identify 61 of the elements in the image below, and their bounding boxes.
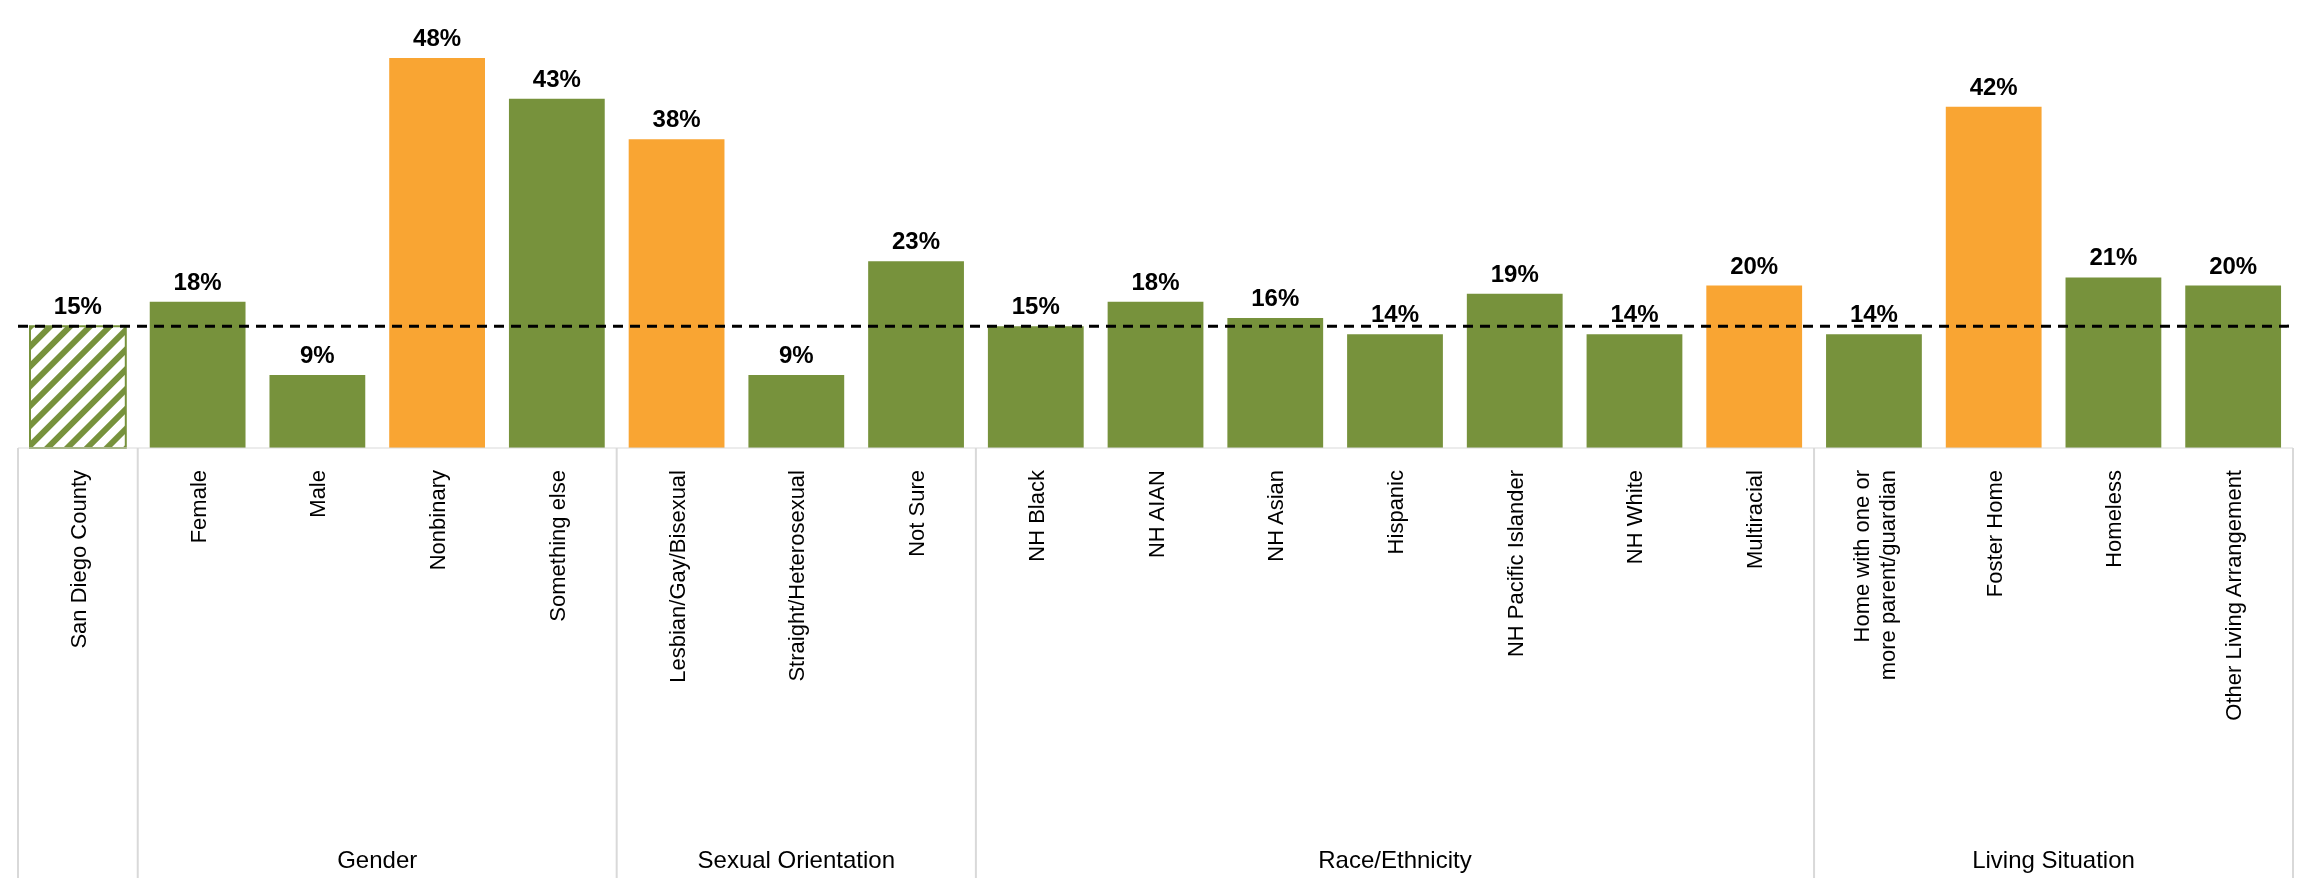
bar	[2065, 277, 2162, 448]
data-label: 21%	[2089, 243, 2138, 271]
bar	[987, 326, 1084, 448]
bar	[1107, 301, 1204, 448]
bar	[1706, 285, 1803, 448]
bar	[1945, 106, 2042, 448]
data-label: 23%	[892, 227, 941, 255]
bar	[1586, 334, 1683, 448]
x-tick-label: NH AIAN	[1143, 470, 1169, 559]
bar	[149, 301, 246, 448]
bar	[868, 261, 964, 448]
data-label: 9%	[778, 340, 814, 368]
data-label: 38%	[652, 105, 701, 133]
x-tick-label: Female	[185, 470, 211, 544]
data-label: 15%	[1011, 292, 1060, 320]
x-tick-label: Something else	[544, 470, 570, 622]
x-tick-label: Not Sure	[904, 470, 930, 557]
x-tick-label: NH Pacific Islander	[1502, 470, 1528, 658]
x-tick-label: NH White	[1622, 470, 1648, 565]
data-label: 19%	[1490, 259, 1539, 287]
text: Gender	[337, 846, 418, 873]
data-label: 14%	[1370, 300, 1420, 328]
text: Sexual Orientation	[697, 846, 896, 873]
x-tick-label: Multiracial	[1742, 470, 1768, 570]
data-label: 20%	[2209, 251, 2258, 279]
x-tick-label: Male	[305, 470, 331, 518]
bar	[389, 58, 485, 448]
data-label: 20%	[1730, 251, 1779, 279]
x-tick-label: Straight/Heterosexual	[784, 470, 810, 682]
data-label: 15%	[53, 292, 102, 320]
bar	[2185, 285, 2282, 448]
bar	[1466, 293, 1563, 448]
data-label: 18%	[1131, 267, 1180, 295]
data-label: 14%	[1849, 300, 1898, 328]
data-label: 48%	[413, 24, 462, 51]
data-label: 14%	[1610, 300, 1659, 328]
x-tick-label: Other Living Arrangement	[2221, 470, 2247, 721]
x-tick-label: Home with one or more parent/guardian	[1848, 470, 1900, 681]
bar	[29, 325, 127, 449]
x-tick-label: NH Black	[1023, 469, 1049, 562]
bar	[508, 98, 605, 448]
data-label: 16%	[1251, 284, 1300, 311]
x-tick-label: Foster Home	[1981, 470, 2007, 598]
text: Living Situation	[1972, 846, 2135, 873]
text: Race/Ethnicity	[1318, 846, 1472, 873]
bar	[1227, 318, 1324, 448]
x-tick-label: Homeless	[2101, 470, 2127, 568]
bar	[1347, 334, 1443, 448]
x-tick-label: Lesbian/Gay/Bisexual	[664, 470, 690, 683]
x-tick-label: Nonbinary	[425, 470, 451, 571]
x-tick-label: NH Asian	[1263, 470, 1289, 562]
data-label: 18%	[173, 267, 222, 295]
bar	[748, 374, 845, 448]
data-label: 42%	[1969, 72, 2018, 100]
bar	[269, 374, 366, 448]
x-tick-label: San Diego County	[65, 470, 91, 649]
x-tick-label: Hispanic	[1382, 470, 1408, 555]
bar	[1826, 334, 1922, 448]
data-label: 9%	[300, 340, 335, 368]
data-label: 43%	[532, 64, 581, 92]
bar	[628, 139, 725, 448]
